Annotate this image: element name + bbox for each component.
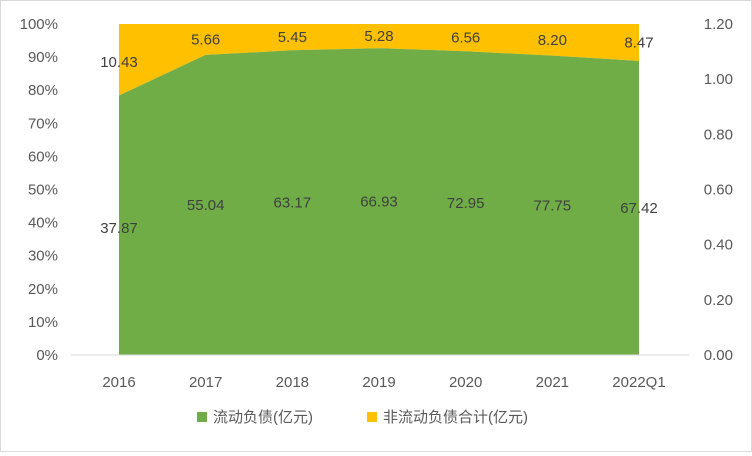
series-area-current bbox=[119, 48, 639, 355]
x-tick-label: 2021 bbox=[536, 374, 569, 391]
legend: 流动负债(亿元) 非流动负债合计(亿元) bbox=[197, 409, 528, 426]
x-tick-label: 2019 bbox=[362, 374, 395, 391]
left-tick-label: 30% bbox=[28, 248, 58, 265]
data-label-noncurrent: 5.66 bbox=[191, 31, 220, 48]
right-tick-label: 1.20 bbox=[704, 16, 733, 33]
right-tick-label: 0.00 bbox=[704, 347, 733, 364]
data-labels: 37.87 55.04 63.17 66.93 72.95 77.75 67.42 10.43… bbox=[100, 28, 658, 237]
data-label-current: 66.93 bbox=[360, 194, 398, 211]
plot-areas bbox=[119, 24, 639, 355]
right-tick-label: 0.20 bbox=[704, 292, 733, 309]
data-label-noncurrent: 6.56 bbox=[451, 30, 480, 47]
x-tick-label: 2018 bbox=[276, 374, 309, 391]
x-tick-label: 2016 bbox=[102, 374, 135, 391]
left-tick-label: 0% bbox=[36, 347, 58, 364]
left-tick-label: 10% bbox=[28, 314, 58, 331]
data-label-current: 72.95 bbox=[447, 195, 485, 212]
x-tick-label: 2020 bbox=[449, 374, 482, 391]
legend-noncurrent-label: 非流动负债合计(亿元) bbox=[383, 409, 528, 426]
right-tick-label: 0.60 bbox=[704, 182, 733, 199]
left-tick-label: 70% bbox=[28, 115, 58, 132]
right-tick-label: 0.80 bbox=[704, 126, 733, 143]
data-label-noncurrent: 5.45 bbox=[278, 29, 307, 46]
left-tick-label: 60% bbox=[28, 148, 58, 165]
x-tick-label: 2022Q1 bbox=[612, 374, 665, 391]
data-label-noncurrent: 8.47 bbox=[624, 34, 653, 51]
left-tick-label: 100% bbox=[20, 16, 58, 33]
legend-noncurrent-swatch bbox=[367, 412, 377, 422]
x-axis-ticks: 2016 2017 2018 2019 2020 2021 2022Q1 bbox=[102, 374, 665, 391]
data-label-current: 55.04 bbox=[187, 197, 225, 214]
legend-current-swatch bbox=[197, 412, 207, 422]
data-label-noncurrent: 10.43 bbox=[100, 54, 138, 71]
left-axis-ticks: 0% 10% 20% 30% 40% 50% 60% 70% 80% 90% 100% bbox=[20, 16, 58, 364]
left-tick-label: 20% bbox=[28, 281, 58, 298]
data-label-noncurrent: 8.20 bbox=[538, 32, 567, 49]
left-tick-label: 80% bbox=[28, 82, 58, 99]
data-label-current: 77.75 bbox=[534, 197, 572, 214]
x-tick-label: 2017 bbox=[189, 374, 222, 391]
series-area-noncurrent bbox=[119, 24, 639, 96]
left-tick-label: 40% bbox=[28, 215, 58, 232]
right-tick-label: 1.00 bbox=[704, 71, 733, 88]
data-label-noncurrent: 5.28 bbox=[364, 28, 393, 45]
data-label-current: 67.42 bbox=[620, 200, 658, 217]
right-tick-label: 0.40 bbox=[704, 237, 733, 254]
data-label-current: 63.17 bbox=[274, 195, 312, 212]
legend-current-label: 流动负债(亿元) bbox=[213, 409, 313, 426]
left-tick-label: 90% bbox=[28, 49, 58, 66]
data-label-current: 37.87 bbox=[100, 220, 138, 237]
left-tick-label: 50% bbox=[28, 182, 58, 199]
right-axis-ticks: 0.00 0.20 0.40 0.60 0.80 1.00 1.20 bbox=[704, 16, 733, 364]
